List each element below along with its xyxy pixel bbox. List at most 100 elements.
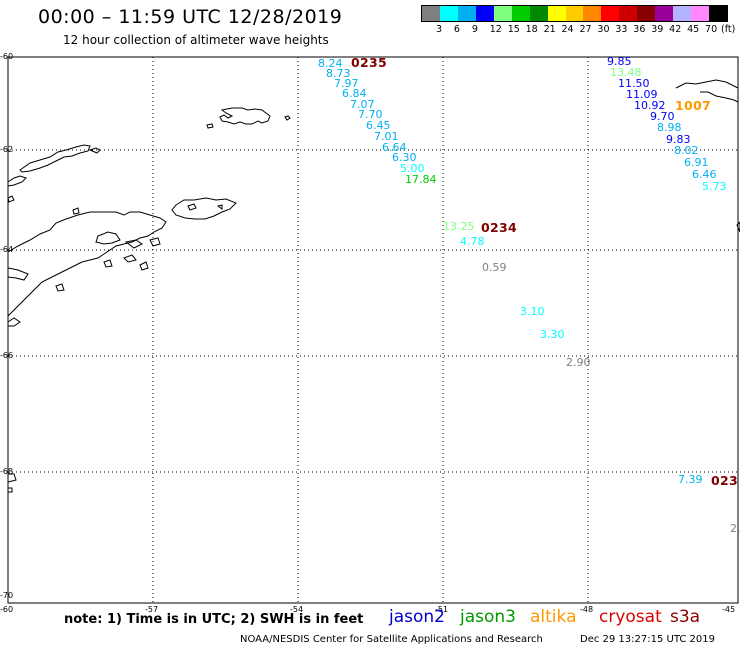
legend-unit-label: (ft) (721, 24, 736, 35)
legend-bin-label: 39 (651, 24, 664, 35)
wave-height-label: 5.73 (702, 180, 727, 193)
legend-bin-label: 21 (543, 24, 556, 35)
legend-swatch (655, 6, 674, 21)
latitude-tick-label: -66 (0, 351, 14, 360)
satellite-legend-jason3: jason3 (460, 607, 516, 627)
legend-bin-label: 45 (687, 24, 700, 35)
longitude-tick-label: -54 (290, 605, 304, 614)
latitude-tick-label: -68 (0, 467, 14, 476)
legend-bin-label: 27 (579, 24, 592, 35)
wave-height-label: 3.30 (540, 328, 565, 341)
wave-height-label: 8.73 (326, 67, 351, 80)
wave-height-label: 4.78 (460, 235, 485, 248)
legend-swatch (709, 6, 727, 21)
wave-height-label: 6.30 (392, 151, 417, 164)
wave-height-label: 3.10 (520, 305, 545, 318)
legend-bin-label: 42 (669, 24, 682, 35)
wave-height-label: 8.98 (657, 121, 682, 134)
latitude-tick-label: -70 (0, 591, 14, 600)
wave-height-label: 9.83 (666, 133, 691, 146)
render-timestamp: Dec 29 13:27:15 UTC 2019 (580, 634, 715, 645)
wave-height-label: 2.90 (566, 356, 591, 369)
map-subtitle: 12 hour collection of altimeter wave hei… (63, 33, 329, 47)
wave-height-label: 7.07 (350, 98, 375, 111)
south-orkney-coastline (219, 107, 271, 125)
latitude-tick-label: -64 (0, 245, 14, 254)
wave-height-label: 9.85 (607, 55, 632, 68)
wave-height-label: 7.70 (358, 108, 383, 121)
legend-swatch (457, 6, 476, 21)
wave-height-label: 7.39 (678, 473, 703, 486)
legend-bin-label: 18 (525, 24, 538, 35)
wave-height-label: 6.45 (366, 119, 391, 132)
legend-bin-label: 9 (471, 24, 478, 35)
wave-height-label: 10.92 (634, 99, 666, 112)
legend-bin-label: 24 (561, 24, 574, 35)
wave-height-label: 6.84 (342, 87, 367, 100)
legend-swatch (637, 6, 656, 21)
legend-swatch (511, 6, 530, 21)
footer-note: note: 1) Time is in UTC; 2) SWH is in fe… (64, 612, 364, 627)
legend-swatch (601, 6, 620, 21)
legend-bin-label: 30 (597, 24, 610, 35)
wave-height-label: 7.97 (334, 77, 359, 90)
wave-height-label: 17.84 (405, 173, 437, 186)
satellite-legend-jason2: jason2 (389, 607, 445, 627)
longitude-tick-label: -45 (722, 605, 736, 614)
satellite-legend-s3a: s3a (670, 607, 701, 627)
legend-bin-label: 33 (615, 24, 628, 35)
satellite-legend-altika: altika (530, 607, 577, 627)
longitude-tick-label: -60 (0, 605, 14, 614)
wave-height-label: 11.09 (626, 88, 658, 101)
legend-bin-label: 70 (705, 24, 718, 35)
wave-height-label: 13.25 (443, 220, 475, 233)
pass-time-label: 0235 (351, 55, 387, 70)
credit-text: NOAA/NESDIS Center for Satellite Applica… (240, 634, 543, 645)
satellite-legend-cryosat: cryosat (599, 607, 662, 627)
legend-swatch (439, 6, 458, 21)
wave-height-label: 0.59 (482, 261, 507, 274)
map-frame (7, 56, 739, 604)
legend-swatch (673, 6, 692, 21)
pass-time-label: 1007 (675, 98, 711, 113)
legend-bin-label: 12 (489, 24, 502, 35)
legend-swatch (475, 6, 494, 21)
pass-time-label: 023 (711, 473, 738, 488)
longitude-tick-label: -57 (145, 605, 159, 614)
pass-time-label: 0234 (481, 220, 517, 235)
wave-height-label: 8.24 (318, 57, 343, 70)
wave-height-label: 6.46 (692, 168, 717, 181)
coastlines (7, 79, 740, 493)
longitude-tick-label: -51 (435, 605, 449, 614)
legend-bin-label: 6 (453, 24, 460, 35)
wave-height-label: 2. (730, 522, 740, 535)
wave-height-label: 5.00 (400, 162, 425, 175)
legend-bin-label: 3 (435, 24, 442, 35)
map-title: 00:00 – 11:59 UTC 12/28/2019 (38, 6, 343, 28)
legend-swatch (493, 6, 512, 21)
legend-swatch (619, 6, 638, 21)
latitude-tick-label: -62 (0, 145, 14, 154)
wave-height-label: 6.91 (684, 156, 709, 169)
legend-swatch (565, 6, 584, 21)
wave-height-label: 7.01 (374, 130, 399, 143)
wave-height-label: 11.50 (618, 77, 650, 90)
south-shetland-coastline (19, 144, 91, 173)
wave-height-label: 6.64 (382, 141, 407, 154)
legend-swatch (583, 6, 602, 21)
latitude-tick-label: -60 (0, 52, 14, 61)
east-island-coastline (675, 79, 739, 89)
legend-bin-label: 36 (633, 24, 646, 35)
wave-height-label: 8.02 (674, 144, 699, 157)
wave-height-label: 9.70 (650, 110, 675, 123)
legend-swatch (691, 6, 709, 21)
legend-swatch (422, 6, 440, 21)
antarctic-peninsula-coastline (7, 211, 167, 317)
legend-swatch (547, 6, 566, 21)
wave-height-color-legend: 3 6 9 12 15 18 21 24 27 30 33 36 39 42 45 70 (ft) (421, 5, 740, 35)
legend-swatch (529, 6, 548, 21)
legend-bin-label: 15 (507, 24, 520, 35)
longitude-tick-label: -48 (580, 605, 594, 614)
wave-height-label: 13.48 (610, 66, 642, 79)
